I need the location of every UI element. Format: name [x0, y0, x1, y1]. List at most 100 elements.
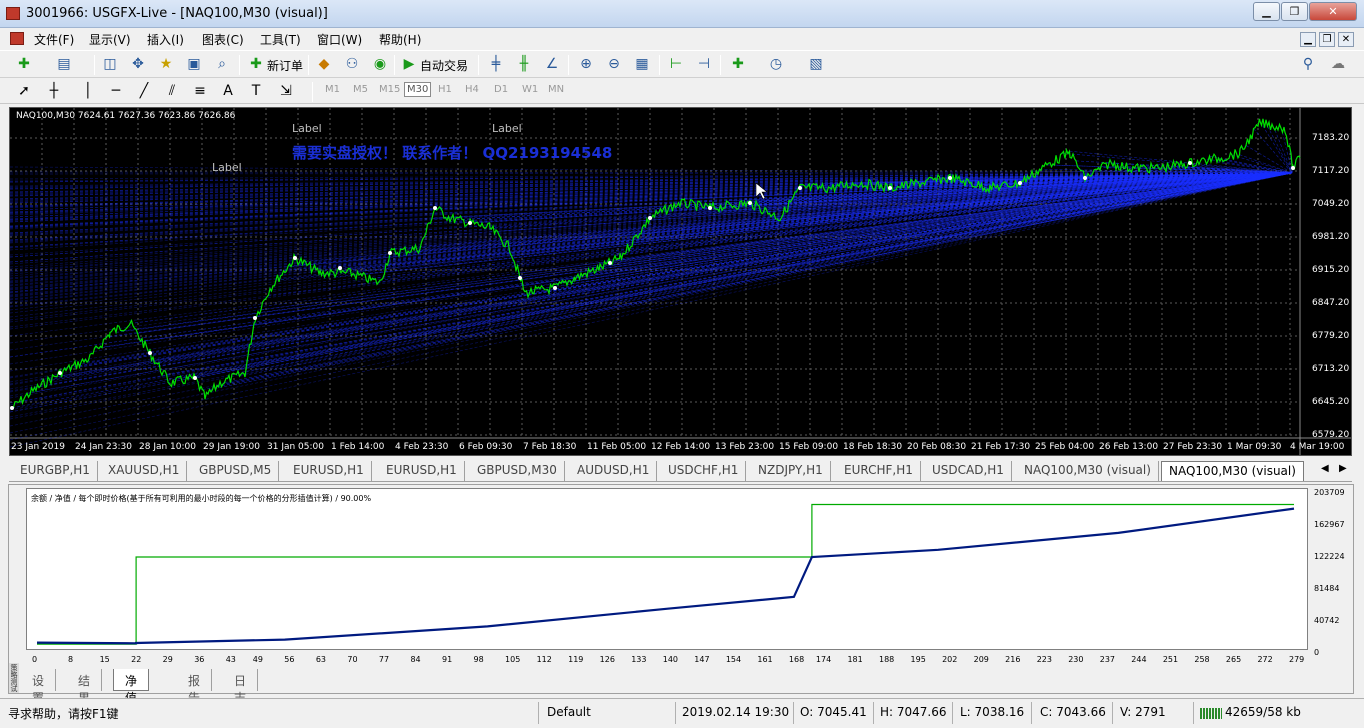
arrows-icon[interactable]: ⇲	[280, 83, 292, 99]
fan-line	[10, 172, 1293, 420]
menu-window[interactable]: 窗口(W)	[317, 33, 363, 47]
drawing-toolbar: ➚ ┼ │ ─ ╱ ⫽ ≡ A T ⇲ M1 M5 M15 M30 H1 H4 …	[0, 78, 1364, 104]
menu-file[interactable]: 文件(F)	[34, 33, 75, 47]
graph-x-label: 279	[1288, 655, 1305, 664]
auto-trading-icon[interactable]: ▶	[403, 56, 415, 72]
market-icon[interactable]: ◉	[373, 56, 387, 72]
vertical-line-icon[interactable]: │	[83, 83, 93, 99]
horizontal-line-icon[interactable]: ─	[111, 83, 121, 99]
trendline-icon[interactable]: ╱	[139, 83, 149, 99]
text-icon[interactable]: A	[223, 83, 233, 99]
tester-tab-report[interactable]: 报告	[177, 669, 213, 705]
auto-scroll-icon[interactable]: ⊢	[669, 56, 683, 72]
market-watch-icon[interactable]: ◫	[103, 56, 117, 72]
chart-shift-icon[interactable]: ⊣	[697, 56, 711, 72]
tile-windows-icon[interactable]: ▦	[635, 56, 649, 72]
timeframe-m1[interactable]: M1	[325, 84, 340, 95]
chart-tab[interactable]: XAUUSD,H1	[101, 461, 188, 481]
chart-tab[interactable]: USDCHF,H1	[661, 461, 747, 481]
fibonacci-icon[interactable]: ≡	[194, 83, 206, 99]
chart-tab[interactable]: EURGBP,H1	[13, 461, 98, 481]
chart-tab[interactable]: GBPUSD,M5	[192, 461, 280, 481]
menu-insert[interactable]: 插入(I)	[147, 33, 184, 47]
cursor-icon[interactable]: ➚	[18, 83, 30, 99]
chart-tab[interactable]: EURUSD,H1	[286, 461, 372, 481]
indicators-icon[interactable]: ✚	[732, 56, 744, 72]
mdi-minimize-button[interactable]: ▁	[1300, 32, 1316, 47]
metaeditor-icon[interactable]: ◆	[318, 56, 330, 72]
auto-trading-button[interactable]: 自动交易	[420, 59, 469, 73]
chart-tab[interactable]: GBPUSD,M30	[470, 461, 565, 481]
timeframe-h1[interactable]: H1	[438, 84, 452, 95]
timeframe-m15[interactable]: M15	[379, 84, 401, 95]
chart-tab[interactable]: EURUSD,H1	[379, 461, 465, 481]
strategy-tester-icon[interactable]: ⌕	[218, 56, 226, 72]
price-label: 7049.20	[1312, 199, 1350, 209]
templates-icon[interactable]: ▧	[809, 56, 823, 72]
graph-x-label: 15	[99, 655, 110, 664]
trade-marker	[518, 276, 522, 280]
tester-tab-graph[interactable]: 净值图	[113, 669, 150, 722]
mdi-close-button[interactable]: ✕	[1338, 32, 1354, 47]
tester-tab-results[interactable]: 结果	[67, 669, 103, 705]
status-separator	[1112, 702, 1113, 724]
signals-icon[interactable]: ⚇	[345, 56, 359, 72]
menu-help[interactable]: 帮助(H)	[379, 33, 422, 47]
chart-tab[interactable]: NZDJPY,H1	[751, 461, 831, 481]
timeframe-w1[interactable]: W1	[522, 84, 539, 95]
fan-line	[10, 172, 1293, 229]
graph-x-label: 161	[757, 655, 773, 664]
profiles-icon[interactable]: ▤	[57, 56, 71, 72]
channel-icon[interactable]: ⫽	[168, 83, 176, 99]
terminal-icon[interactable]: ▣	[187, 56, 201, 72]
timeframe-mn[interactable]: MN	[548, 84, 565, 95]
new-order-button[interactable]: 新订单	[267, 59, 304, 73]
fan-line	[10, 172, 1293, 220]
periods-clock-icon[interactable]: ◷	[769, 56, 783, 72]
fan-line	[10, 172, 1293, 235]
timeframe-m5[interactable]: M5	[353, 84, 368, 95]
data-window-icon[interactable]: ✥	[132, 56, 144, 72]
minimize-button[interactable]: ▁	[1253, 2, 1280, 21]
timeframe-m30-active[interactable]: M30	[404, 82, 432, 97]
mdi-restore-button[interactable]: ❐	[1319, 32, 1335, 47]
zoom-out-icon[interactable]: ⊖	[608, 56, 620, 72]
chart-tab[interactable]: USDCAD,H1	[925, 461, 1012, 481]
search-icon[interactable]: ⚲	[1302, 56, 1314, 72]
chart-tab-active[interactable]: NAQ100,M30 (visual)	[1161, 461, 1304, 481]
bar-chart-icon[interactable]: ╪	[491, 56, 501, 72]
equity-graph[interactable]: 余额 / 净值 / 每个即时价格(基于所有可利用的最小时段的每一个价格的分形插值…	[26, 488, 1308, 650]
chart-tabs: EURGBP,H1 XAUUSD,H1 GBPUSD,M5 EURUSD,H1 …	[9, 460, 1352, 482]
tester-tab-settings[interactable]: 设置	[21, 669, 57, 705]
zoom-in-icon[interactable]: ⊕	[580, 56, 592, 72]
chart-tab[interactable]: EURCHF,H1	[837, 461, 921, 481]
timeframe-d1[interactable]: D1	[494, 84, 509, 95]
new-order-icon[interactable]: ✚	[250, 56, 262, 72]
navigator-icon[interactable]: ★	[159, 56, 173, 72]
chart-tab[interactable]: AUDUSD,H1	[570, 461, 658, 481]
tester-tab-journal[interactable]: 日志	[223, 669, 259, 705]
crosshair-icon[interactable]: ┼	[49, 83, 59, 99]
candlestick-icon[interactable]: ╫	[519, 56, 529, 72]
line-chart-icon[interactable]: ∠	[545, 56, 559, 72]
status-datetime: 2019.02.14 19:30	[682, 705, 790, 719]
close-button[interactable]: ✕	[1309, 2, 1357, 21]
text-label-icon[interactable]: T	[251, 83, 261, 99]
fan-line	[10, 172, 1293, 372]
maximize-button[interactable]: ❐	[1281, 2, 1308, 21]
menu-tools[interactable]: 工具(T)	[260, 33, 301, 47]
timeframe-h4[interactable]: H4	[465, 84, 479, 95]
fan-line	[621, 172, 1293, 260]
new-chart-icon[interactable]: ✚	[18, 56, 30, 72]
fan-line	[10, 172, 1293, 282]
menu-charts[interactable]: 图表(C)	[202, 33, 244, 47]
fan-line	[10, 172, 1293, 222]
menu-view[interactable]: 显示(V)	[89, 33, 131, 47]
tab-scroll-left-icon[interactable]: ◀	[1321, 463, 1329, 474]
chat-icon[interactable]: ☁	[1331, 56, 1345, 72]
chart-tab[interactable]: NAQ100,M30 (visual)	[1017, 461, 1159, 481]
graph-x-label: 49	[252, 655, 263, 664]
price-chart[interactable]: NAQ100,M30 7624.61 7627.36 7623.86 7626.…	[9, 107, 1352, 456]
tab-scroll-right-icon[interactable]: ▶	[1339, 463, 1347, 474]
fan-line	[151, 172, 1293, 361]
